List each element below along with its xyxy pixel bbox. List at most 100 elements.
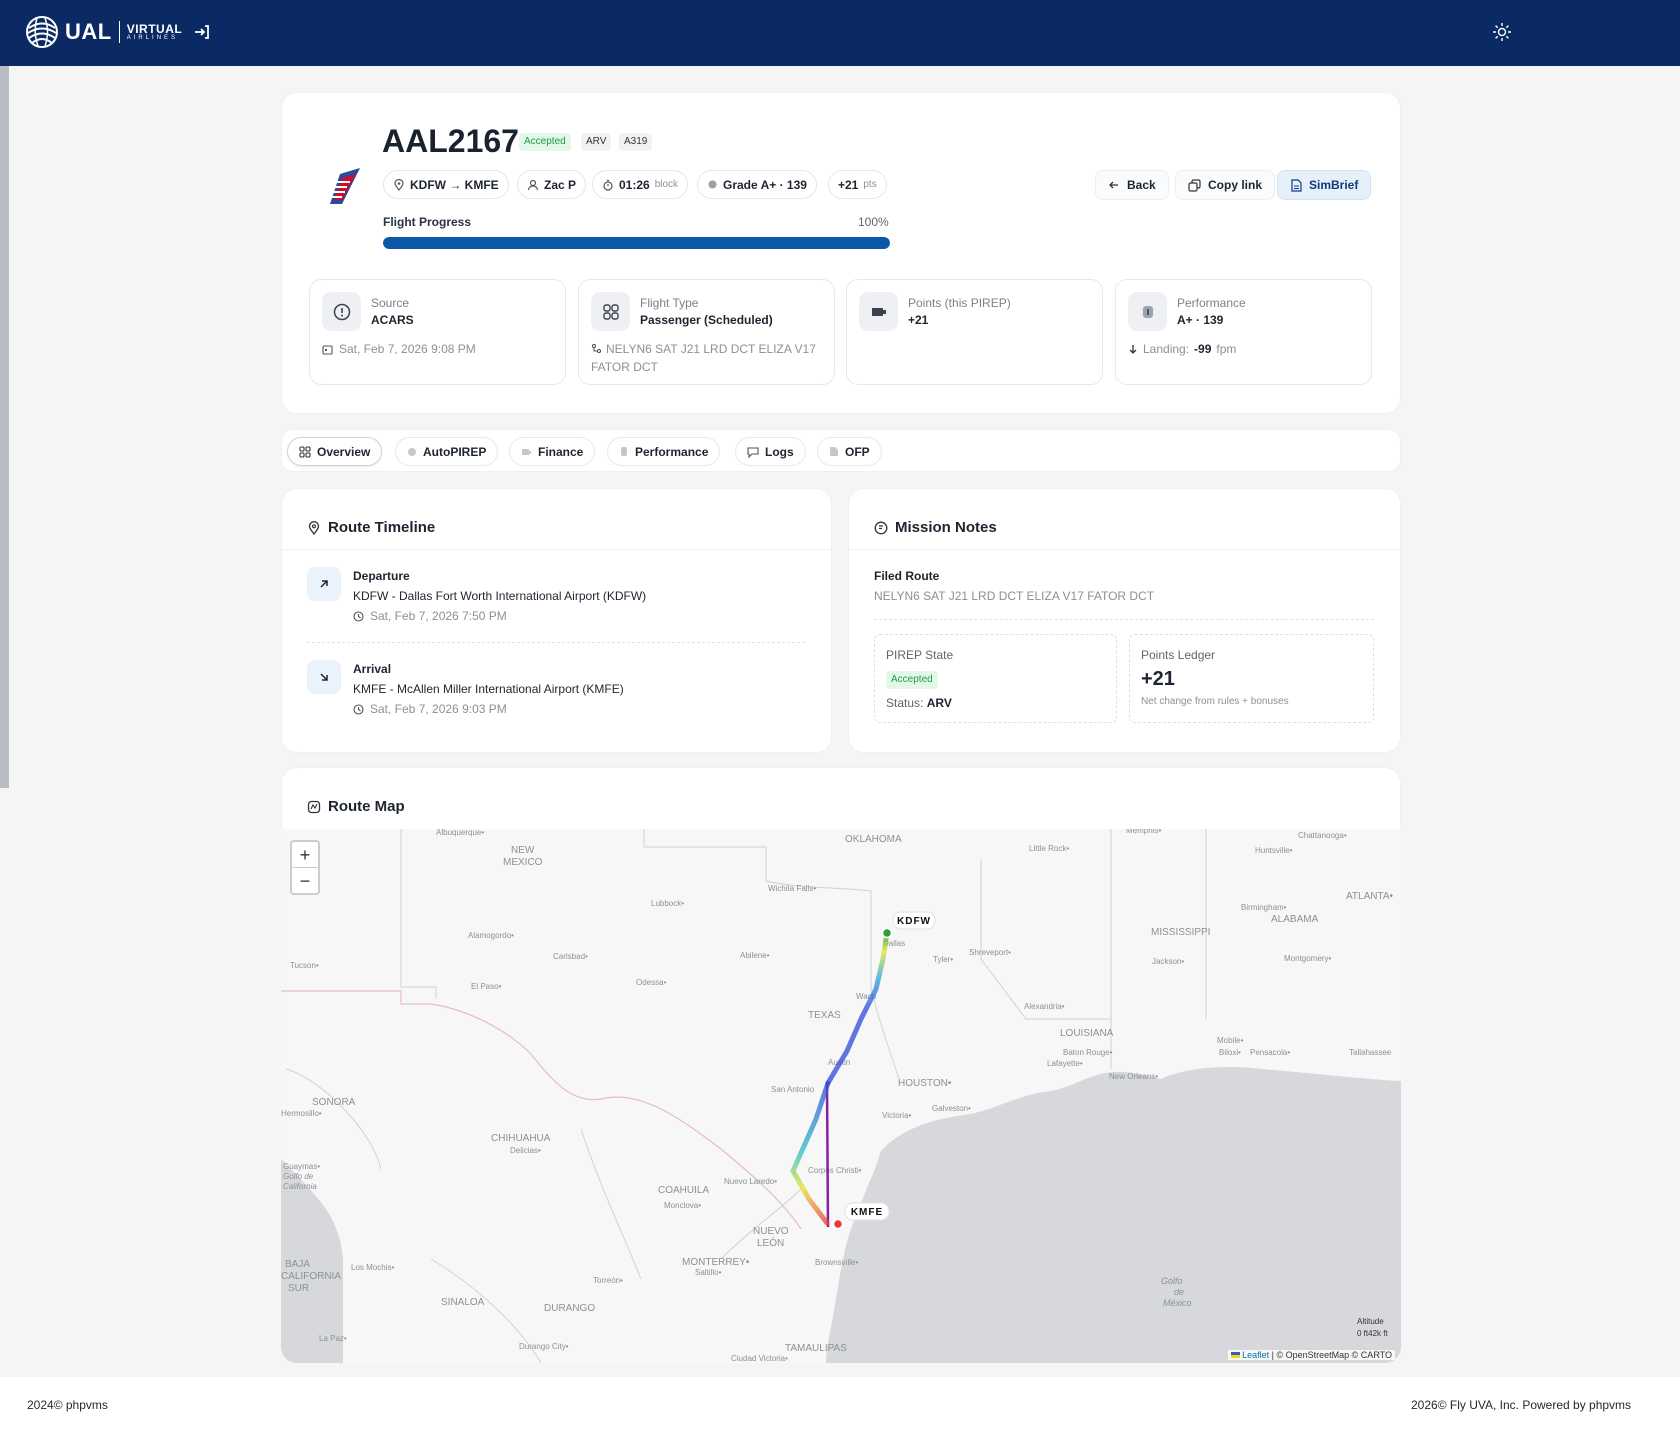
map-label: Abilene• [740, 951, 770, 960]
sun-icon[interactable] [1492, 22, 1512, 42]
origin-marker[interactable] [881, 927, 893, 939]
tab-logs[interactable]: Logs [735, 437, 806, 466]
altitude-legend: Altitude 0 ft42k ft [1357, 1317, 1388, 1338]
grade-chip: Grade A+ · 139 [697, 170, 817, 199]
brand-name: UAL [65, 19, 112, 44]
tab-finance[interactable]: Finance [509, 437, 596, 466]
arrow-up-right-icon [320, 580, 328, 588]
zoom-in-button[interactable]: + [292, 842, 318, 868]
destination-marker[interactable] [832, 1218, 844, 1230]
map-pin-icon [308, 520, 320, 535]
map-label: Carlsbad• [553, 952, 588, 961]
map-label: Huntsville• [1255, 846, 1293, 855]
points-chip: +21 pts [828, 170, 887, 199]
map-label: Monclova• [664, 1201, 701, 1210]
map-label: DURANGO [544, 1303, 595, 1314]
map-label: Pensacola• [1250, 1048, 1290, 1057]
map-label: Biloxi• [1219, 1048, 1241, 1057]
map-label: Dallas [883, 939, 905, 948]
map-label: Mobile• [1217, 1036, 1244, 1045]
arrival-time: Sat, Feb 7, 2026 9:03 PM [353, 702, 507, 716]
route-icon [591, 343, 602, 354]
sign-in-icon[interactable] [194, 24, 210, 40]
clock-icon [353, 703, 364, 715]
map-label: ATLANTA• [1346, 891, 1394, 902]
map-label: MONTERREY• [682, 1257, 750, 1268]
map-label: NEW [511, 845, 535, 856]
map-label: Delicias• [510, 1146, 541, 1155]
tab-autopirep[interactable]: AutoPIREP [395, 437, 499, 466]
pilot-chip: Zac P [517, 170, 587, 199]
map-label: Waco [856, 992, 877, 1001]
map-label: de [1174, 1287, 1184, 1297]
points-ledger-value: +21 [1141, 668, 1175, 690]
map-label: TEXAS [808, 1010, 841, 1021]
destination-label: KMFE [851, 1207, 883, 1218]
airline-tail-logo [322, 168, 360, 204]
copy-link-button[interactable]: Copy link [1175, 170, 1276, 200]
map-label: Guaymas• [283, 1162, 320, 1171]
zoom-control: + − [290, 840, 320, 895]
back-button[interactable]: Back [1095, 170, 1169, 200]
zoom-out-button[interactable]: − [299, 871, 311, 891]
stat-flight-type: Flight Type Passenger (Scheduled) NELYN6… [578, 279, 835, 385]
leaflet-link[interactable]: Leaflet [1242, 1350, 1270, 1360]
map-label: Lafayette• [1047, 1059, 1083, 1068]
departure-airport: KDFW - Dallas Fort Worth International A… [353, 589, 647, 603]
route-timeline-card [281, 488, 832, 753]
map-label: Golfo de [283, 1172, 314, 1181]
status-badge: ARV [581, 133, 612, 151]
footer [0, 1377, 1680, 1435]
globe-logo-icon [26, 16, 58, 48]
route-timeline-title: Route Timeline [307, 519, 435, 536]
simbrief-button[interactable]: SimBrief [1277, 170, 1372, 200]
map-label: Shreveport• [969, 948, 1011, 957]
tab-overview[interactable]: Overview [287, 437, 383, 466]
map-canvas[interactable]: Albuquerque• NEW MEXICO OKLAHOMA Little … [281, 829, 1401, 1363]
points-ledger-box: Points Ledger +21 Net change from rules … [1129, 634, 1374, 723]
map-label: Brownsville• [815, 1258, 858, 1267]
map-label: LOUISIANA [1060, 1028, 1114, 1039]
medal-icon [708, 180, 717, 189]
map-label: Saltillo• [695, 1268, 722, 1277]
user-icon [527, 179, 539, 190]
map-label: NUEVO [753, 1226, 789, 1237]
map-label: CHIHUAHUA [491, 1133, 551, 1144]
notes-icon [874, 521, 888, 534]
map-label: Alamogordo• [468, 931, 514, 940]
alert-circle-icon [333, 303, 350, 320]
arrival-icon [307, 660, 341, 694]
map-label: Alexandria• [1024, 1002, 1065, 1011]
brand-logo[interactable]: UAL VIRTUAL AIRLINES [25, 15, 182, 49]
flown-track-lower [790, 1080, 831, 1226]
grid-icon [602, 303, 619, 320]
flight-callsign: AAL2167 [382, 123, 519, 159]
map-label: México [1163, 1298, 1192, 1308]
ukraine-flag-icon [1230, 1352, 1240, 1358]
brand-sub2: AIRLINES [126, 35, 179, 41]
map-label: Tucson• [290, 961, 319, 970]
brand-sub: VIRTUAL [126, 22, 183, 36]
map-label: Golfo [1161, 1276, 1183, 1286]
map-label: SINALOA [441, 1297, 485, 1308]
map-label: HOUSTON• [898, 1078, 952, 1089]
block-time-chip: 01:26 block [592, 170, 689, 199]
direct-route-line [825, 1082, 830, 1228]
map-label: Ciudad Victoria• [731, 1354, 788, 1363]
progress-fill [383, 237, 890, 249]
tab-performance[interactable]: Performance [607, 437, 721, 466]
ticket-icon [522, 448, 531, 455]
progress-bar [383, 237, 890, 249]
pirep-state-badge: Accepted [886, 671, 938, 689]
document-icon [830, 447, 838, 456]
map-label: Lubbock• [651, 899, 684, 908]
departure-label: Departure [353, 569, 410, 583]
calendar-icon [322, 344, 333, 355]
tab-ofp[interactable]: OFP [817, 437, 882, 466]
map-label: MEXICO [503, 857, 543, 868]
top-navbar: UAL VIRTUAL AIRLINES [0, 0, 1680, 66]
map-attribution: Leaflet | © OpenStreetMap © CARTO [1227, 1350, 1395, 1360]
arrow-down-right-icon [320, 673, 328, 681]
map-icon [307, 800, 321, 813]
route-map[interactable]: Albuquerque• NEW MEXICO OKLAHOMA Little … [281, 829, 1401, 1363]
